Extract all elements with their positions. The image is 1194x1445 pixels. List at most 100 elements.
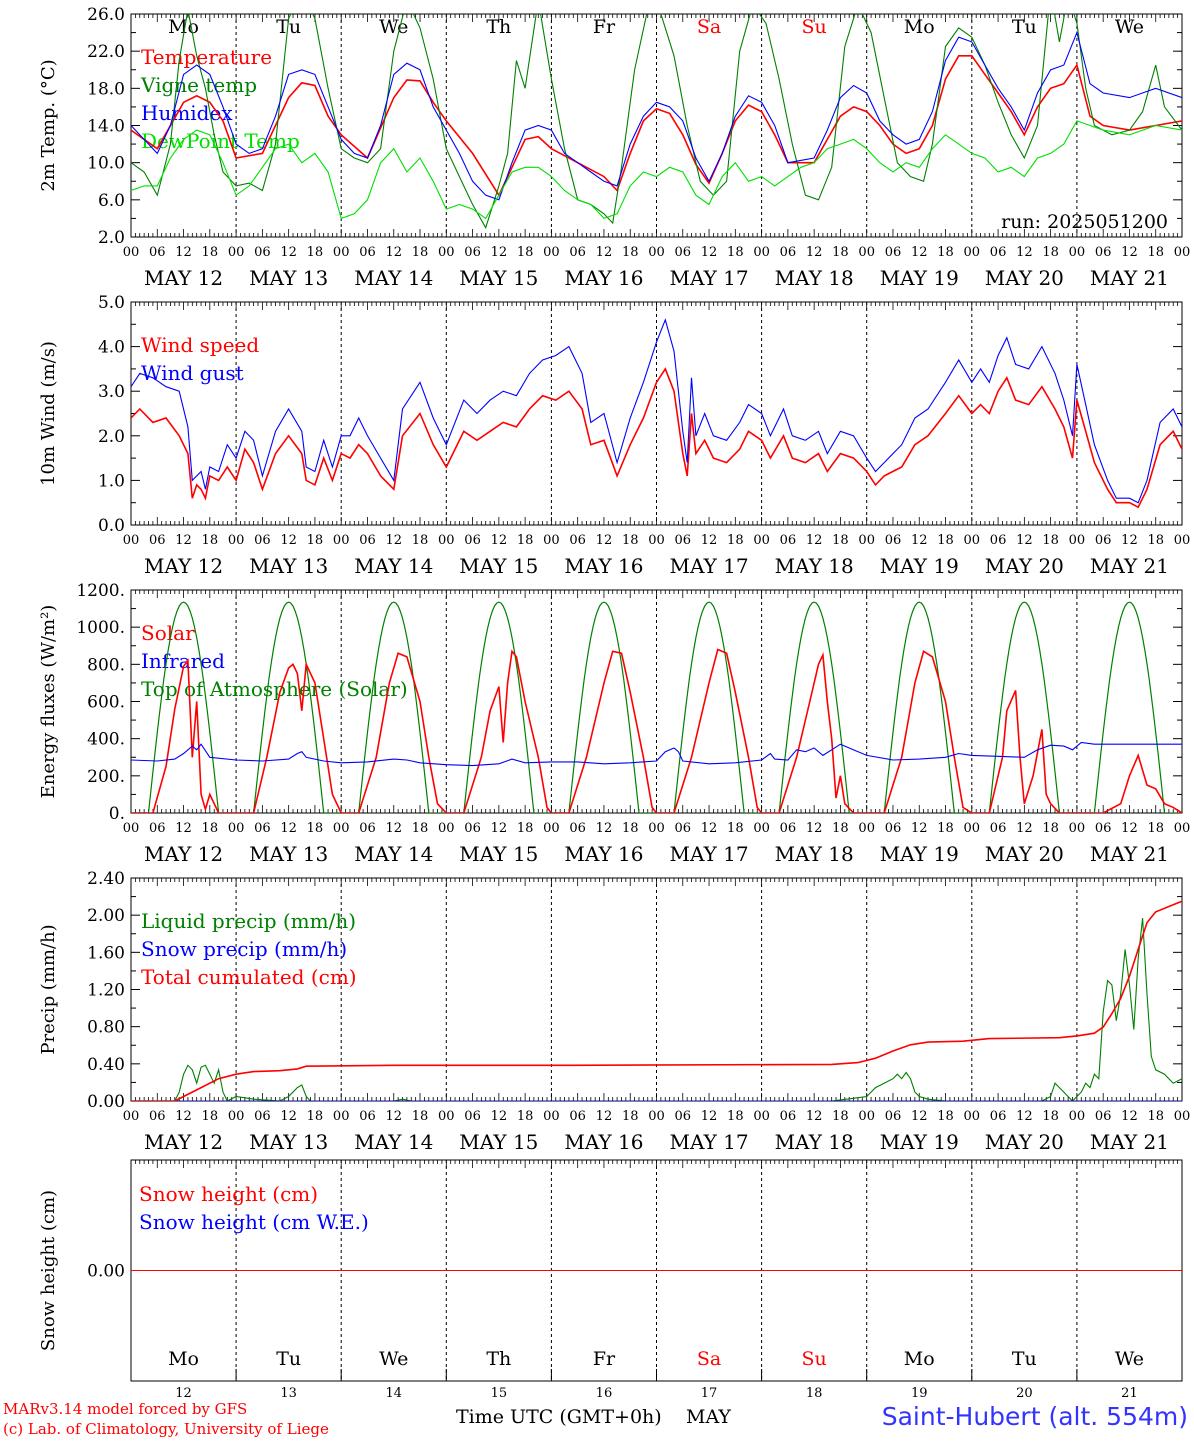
hour-label: 12: [911, 1109, 928, 1124]
hour-label: 12: [806, 533, 823, 548]
panel-2: 0.0 1.0 2.0 3.0 4.0 5.0 10m Wind (m/s) 00 06 12 18…: [38, 293, 1191, 578]
y-tick-label: 26.0: [87, 5, 125, 25]
y-tick-label: 600.: [87, 693, 125, 713]
hour-label: 18: [202, 821, 219, 836]
series-group: [131, 14, 1182, 230]
day-name: Tu: [1012, 16, 1037, 38]
hour-label: 18: [1147, 821, 1164, 836]
hour-label: 12: [596, 821, 613, 836]
day-name: We: [379, 1348, 408, 1370]
hour-label: 12: [806, 245, 823, 260]
y-tick-label: 10.0: [87, 154, 125, 174]
series-vigne-temp: [131, 14, 1182, 230]
date-label: MAY 13: [249, 842, 328, 866]
hour-label: 00: [438, 245, 455, 260]
hour-label: 00: [1069, 1109, 1086, 1124]
hour-label: 12: [1016, 533, 1033, 548]
hour-label: 00: [438, 1109, 455, 1124]
hour-label: 18: [1042, 821, 1059, 836]
y-tick-label: 0.80: [87, 1018, 125, 1038]
hour-label: 12: [1016, 245, 1033, 260]
y-axis-title: Energy fluxes (W/m²): [38, 605, 59, 799]
series-infrared: [131, 741, 1182, 767]
hour-label: 00: [228, 1109, 245, 1124]
y-axis-title: 2m Temp. (°C): [38, 59, 59, 191]
hour-label: 06: [1095, 1109, 1112, 1124]
y-tick-label: 1200.: [76, 581, 125, 601]
hour-label: 18: [412, 533, 429, 548]
date-label: MAY 16: [564, 554, 643, 578]
hour-label: 06: [359, 533, 376, 548]
hour-label: 00: [858, 821, 875, 836]
day-number-label: 12: [175, 1386, 192, 1401]
day-number-label: 13: [280, 1386, 297, 1401]
hour-label: 06: [149, 821, 166, 836]
hour-label: 00: [123, 533, 140, 548]
date-label: MAY 18: [775, 1130, 854, 1154]
day-number-label: 16: [596, 1386, 613, 1401]
hour-label: 00: [858, 1109, 875, 1124]
y-tick-label: 1.20: [87, 981, 125, 1001]
hour-label: 18: [1147, 245, 1164, 260]
date-label: MAY 12: [144, 266, 223, 290]
series-group: [131, 318, 1182, 509]
hour-label: 00: [858, 245, 875, 260]
legend-entry: Snow height (cm): [139, 1182, 318, 1206]
date-label: MAY 17: [669, 1130, 748, 1154]
hour-label: 00: [753, 821, 770, 836]
hour-label: 12: [596, 245, 613, 260]
series-group: [131, 601, 1182, 813]
hour-label: 06: [464, 533, 481, 548]
hour-label: 12: [701, 533, 718, 548]
hour-label: 12: [385, 1109, 402, 1124]
hour-label: 12: [175, 533, 192, 548]
date-label: MAY 17: [669, 842, 748, 866]
hour-label: 06: [569, 533, 586, 548]
hour-label: 18: [622, 821, 639, 836]
day-number-label: 19: [911, 1386, 928, 1401]
hour-label: 00: [648, 821, 665, 836]
hour-label: 18: [622, 1109, 639, 1124]
hour-label: 18: [202, 1109, 219, 1124]
hour-label: 18: [832, 1109, 849, 1124]
hour-label: 00: [228, 245, 245, 260]
hour-label: 12: [911, 533, 928, 548]
hour-label: 12: [1016, 1109, 1033, 1124]
day-name: Mo: [904, 16, 935, 38]
legend-entry: Temperature: [141, 45, 272, 69]
y-tick-label: 14.0: [87, 117, 125, 137]
hour-label: 06: [149, 533, 166, 548]
hour-label: 18: [307, 1109, 324, 1124]
hour-label: 00: [123, 1109, 140, 1124]
y-tick-label: 0.: [109, 804, 125, 824]
y-tick-label: 1.0: [98, 471, 125, 491]
date-label: MAY 21: [1090, 554, 1169, 578]
date-label: MAY 20: [985, 554, 1064, 578]
date-label: MAY 14: [354, 1130, 433, 1154]
hour-label: 18: [307, 533, 324, 548]
plot-frame: [130, 589, 1183, 814]
hour-label: 06: [254, 1109, 271, 1124]
day-number-label: 14: [385, 1386, 402, 1401]
hour-label: 06: [780, 1109, 797, 1124]
date-label: MAY 19: [880, 842, 959, 866]
hour-label: 12: [385, 245, 402, 260]
hour-label: 00: [228, 533, 245, 548]
hour-label: 00: [648, 245, 665, 260]
hour-label: 18: [307, 821, 324, 836]
hour-label: 12: [491, 821, 508, 836]
date-label: MAY 15: [459, 842, 538, 866]
hour-label: 00: [1174, 533, 1191, 548]
series-dewpoint-temp: [131, 120, 1182, 220]
y-tick-label: 22.0: [87, 42, 125, 62]
hour-label: 12: [491, 1109, 508, 1124]
hour-label: 00: [543, 821, 560, 836]
plot-frame: [130, 13, 1183, 238]
hour-label: 00: [333, 1109, 350, 1124]
day-number-label: 17: [701, 1386, 718, 1401]
date-label: MAY 19: [880, 266, 959, 290]
date-label: MAY 19: [880, 554, 959, 578]
hour-label: 12: [806, 1109, 823, 1124]
hour-label: 00: [648, 533, 665, 548]
hour-label: 06: [885, 821, 902, 836]
